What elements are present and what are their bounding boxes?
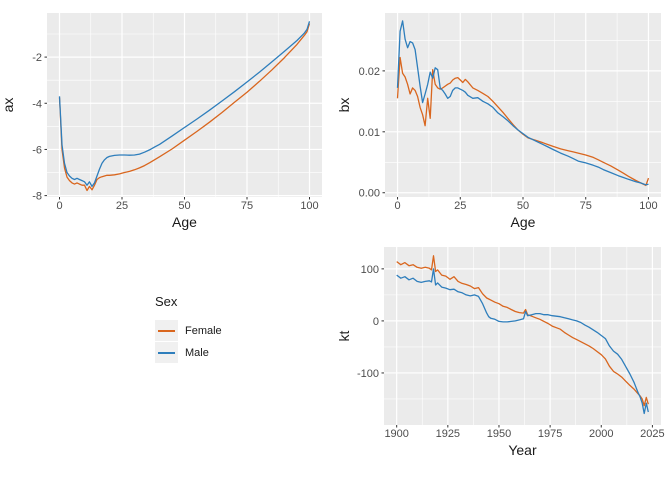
y-tick-label: 0.01 <box>359 127 380 139</box>
x-tick-label: 0 <box>394 200 400 212</box>
legend-label-female: Female <box>185 324 222 337</box>
panel-background <box>384 247 661 425</box>
x-tick-label: 2025 <box>640 428 664 440</box>
x-tick-label: 50 <box>517 200 529 212</box>
x-tick-label: 1925 <box>436 428 460 440</box>
female-line-swatch-icon <box>158 329 175 332</box>
legend-item-female: Female <box>155 320 222 341</box>
ax-line-female <box>58 23 311 192</box>
y-tick-label: -8 <box>32 191 42 203</box>
y-axis-title-kt: kt <box>336 330 352 341</box>
x-tick-label: 25 <box>116 200 128 212</box>
y-tick-label: -100 <box>357 368 379 380</box>
bx-line-female <box>396 56 650 187</box>
y-tick-label: -6 <box>32 144 42 156</box>
x-axis-title-kt: Year <box>508 442 537 458</box>
x-tick-label: 1950 <box>487 428 511 440</box>
legend-item-male: Male <box>155 342 222 363</box>
ax-line-male <box>58 21 311 188</box>
chart-bx-panel: 0 25 50 75 100 0.00 0.01 0.02 Age bx <box>336 0 672 240</box>
x-tick-label: 100 <box>300 200 318 212</box>
x-tick-label: 100 <box>639 200 657 212</box>
y-tick-label: -2 <box>32 52 42 64</box>
chart-svg-kt: 1900 1925 1950 1975 2000 2025 -100 0 100 Year kt <box>336 247 665 458</box>
chart-ax-panel: 0 25 50 75 100 -8 -6 -4 -2 Age ax <box>0 0 336 240</box>
x-tick-label: 2000 <box>589 428 613 440</box>
legend-sex: Sex Female Male <box>155 294 222 364</box>
x-tick-label: 25 <box>454 200 466 212</box>
legend-label-male: Male <box>185 346 209 359</box>
x-tick-label: 0 <box>56 200 62 212</box>
y-tick-label: 0.02 <box>359 66 380 78</box>
x-axis-title-bx: Age <box>511 214 536 230</box>
legend-title: Sex <box>155 294 178 309</box>
x-tick-label: 75 <box>580 200 592 212</box>
chart-kt-panel: 1900 1925 1950 1975 2000 2025 -100 0 100 Year kt <box>336 240 672 480</box>
chart-svg-ax: 0 25 50 75 100 -8 -6 -4 -2 Age ax <box>0 13 322 230</box>
y-tick-label: 100 <box>361 264 379 276</box>
y-axis-title-bx: bx <box>336 98 352 113</box>
legend-key-female <box>155 320 178 341</box>
y-tick-label: -4 <box>32 98 42 110</box>
bx-line-male <box>396 20 649 186</box>
x-tick-label: 1975 <box>538 428 562 440</box>
kt-line-female <box>396 255 649 407</box>
x-axis-title-ax: Age <box>172 214 197 230</box>
male-line-swatch-icon <box>158 351 175 354</box>
x-tick-label: 50 <box>178 200 190 212</box>
chart-svg-bx: 0 25 50 75 100 0.00 0.01 0.02 Age bx <box>336 13 661 230</box>
y-axis-title-ax: ax <box>0 98 16 113</box>
x-tick-label: 75 <box>241 200 253 212</box>
kt-line-male <box>396 268 649 415</box>
legend-key-male <box>155 342 178 363</box>
y-tick-label: 0.00 <box>359 188 380 200</box>
y-tick-label: 0 <box>373 316 379 328</box>
x-tick-label: 1900 <box>384 428 408 440</box>
